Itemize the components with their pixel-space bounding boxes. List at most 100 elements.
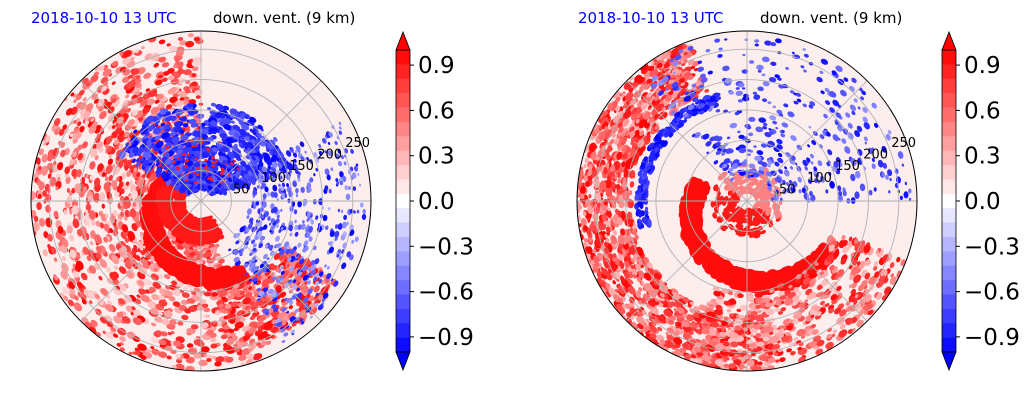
field-cell [107,113,116,122]
polar-panel-left: 2018-10-10 13 UTC down. vent. (9 km) 501… [30,9,372,372]
field-cell [190,324,199,330]
field-cell [252,353,263,361]
field-cell [60,141,66,149]
field-cell [124,261,132,270]
field-cell [128,351,133,356]
colorbar-segment [396,78,410,94]
field-cell [177,82,183,86]
field-cell [186,327,196,335]
field-cell [126,170,132,177]
field-cell [177,321,184,326]
colorbar-segment [396,308,410,324]
field-cell [172,301,181,307]
colorbar-extend-max [395,30,411,51]
field-cell [60,149,66,158]
field-cell [164,290,173,297]
colorbar-segment [396,150,410,166]
colorbar-tick-label: 0.9 [418,53,455,79]
field-cell [73,159,78,165]
colorbar-segment [396,136,410,151]
radial-tick-label: 250 [345,136,370,151]
colorbar-left: 0.90.60.30.0−0.3−0.6−0.9 [395,30,474,372]
field-cell [122,311,127,316]
field-cell [203,307,211,313]
field-cell [161,318,170,326]
colorbar-tick-label: 0.0 [418,189,455,215]
field-cell [125,108,132,113]
field-cell [123,215,128,221]
radial-tick-label: 100 [261,171,286,186]
colorbar-segment [396,294,410,310]
field-cell [64,148,70,156]
field-cell [214,243,220,248]
field-cell [163,274,171,280]
colorbar-tick-label: 0.3 [418,144,455,170]
field-cell [34,163,39,168]
field-cell [108,154,112,159]
colorbar-segment [396,337,410,353]
colorbar-segment [396,251,410,267]
field-cell [85,203,92,212]
field-cell [73,302,83,312]
colorbar-segment [396,323,410,338]
field-cell [211,355,217,360]
field-cell [82,97,87,102]
radial-tick-label: 50 [233,182,250,197]
radial-tick-label: 150 [289,159,314,174]
field-cell [118,143,123,149]
colorbar-segment [396,179,410,195]
field-cell [102,330,107,335]
colorbar-tick-label: −0.6 [418,280,474,306]
field-cell [38,148,45,156]
field-cell [182,286,189,291]
field-cell [209,246,218,253]
field-cell [128,195,132,200]
field-cell [218,328,224,333]
field-cell [94,262,101,270]
colorbar-tick-label: 0.6 [418,98,455,124]
field-cell [133,309,141,316]
field-cell [107,158,113,166]
colorbar-segment [396,236,410,252]
field-cell [41,165,49,176]
colorbar-segment [396,222,410,238]
field-cell [196,113,204,119]
field-cell [128,180,133,186]
colorbar-extend-min [395,351,411,372]
colorbar-segment [396,64,410,80]
panel-right-title-time: 2018-10-10 13 UTC [578,9,724,27]
field-cell [200,346,210,353]
field-cell [111,81,116,85]
field-cell [76,229,83,237]
field-cell [65,176,71,184]
field-cell [78,125,85,133]
colorbar-segment [396,121,410,137]
field-cell [113,315,122,324]
field-cell [73,99,77,103]
field-cell [66,195,73,204]
field-cell [90,219,96,226]
colorbar-segment [396,208,410,223]
field-cell [116,311,124,318]
field-cell [105,176,109,182]
field-cell [181,292,190,298]
panel-left-grid [31,31,371,371]
field-cell [166,43,171,47]
field-cell [107,124,113,130]
colorbar-segment [396,165,410,180]
field-cell [240,362,245,366]
panel-left-title-time: 2018-10-10 13 UTC [31,9,177,27]
field-cell [130,250,135,256]
field-cell [312,199,317,205]
field-cell [135,91,141,96]
radial-tick-label: 200 [317,148,342,163]
field-cell [186,343,194,348]
field-cell [60,270,68,280]
colorbar-segment [396,193,410,209]
polar-panel-right: 2018-10-10 13 UTC down. vent. (9 km) 501… [576,9,918,372]
field-cell [69,120,74,126]
field-cell [125,257,131,263]
field-cell [119,347,125,352]
colorbar-segment [396,107,410,123]
